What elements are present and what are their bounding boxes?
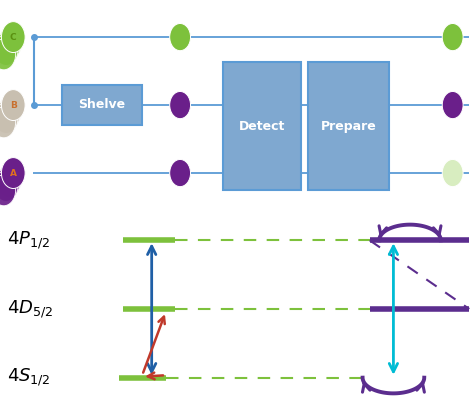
Text: Prepare: Prepare	[320, 119, 376, 133]
Circle shape	[0, 107, 16, 138]
Text: $4D_{5/2}$: $4D_{5/2}$	[7, 298, 53, 320]
Bar	[62, 85, 142, 125]
Circle shape	[0, 35, 18, 66]
Circle shape	[0, 94, 23, 125]
Circle shape	[442, 91, 463, 119]
Circle shape	[1, 89, 25, 120]
Text: $4P_{1/2}$: $4P_{1/2}$	[7, 229, 50, 251]
Circle shape	[1, 22, 25, 53]
Text: Shelve: Shelve	[78, 98, 126, 111]
Circle shape	[170, 159, 191, 187]
Circle shape	[170, 23, 191, 51]
Circle shape	[1, 157, 25, 188]
Circle shape	[0, 166, 20, 197]
Text: A: A	[10, 169, 17, 178]
Bar	[308, 62, 389, 190]
Circle shape	[442, 23, 463, 51]
Text: Detect: Detect	[239, 119, 285, 133]
Bar	[223, 62, 301, 190]
Circle shape	[0, 103, 18, 133]
Circle shape	[0, 175, 16, 206]
Circle shape	[0, 39, 16, 70]
Circle shape	[0, 26, 23, 57]
Circle shape	[1, 89, 25, 120]
Text: B: B	[10, 101, 17, 110]
Text: C: C	[10, 33, 17, 42]
Circle shape	[1, 157, 25, 188]
Circle shape	[0, 98, 20, 129]
Circle shape	[0, 171, 18, 201]
Circle shape	[0, 162, 23, 193]
Text: $4S_{1/2}$: $4S_{1/2}$	[7, 367, 51, 389]
Circle shape	[442, 159, 463, 187]
Circle shape	[1, 22, 25, 53]
Circle shape	[170, 91, 191, 119]
Circle shape	[0, 30, 20, 61]
